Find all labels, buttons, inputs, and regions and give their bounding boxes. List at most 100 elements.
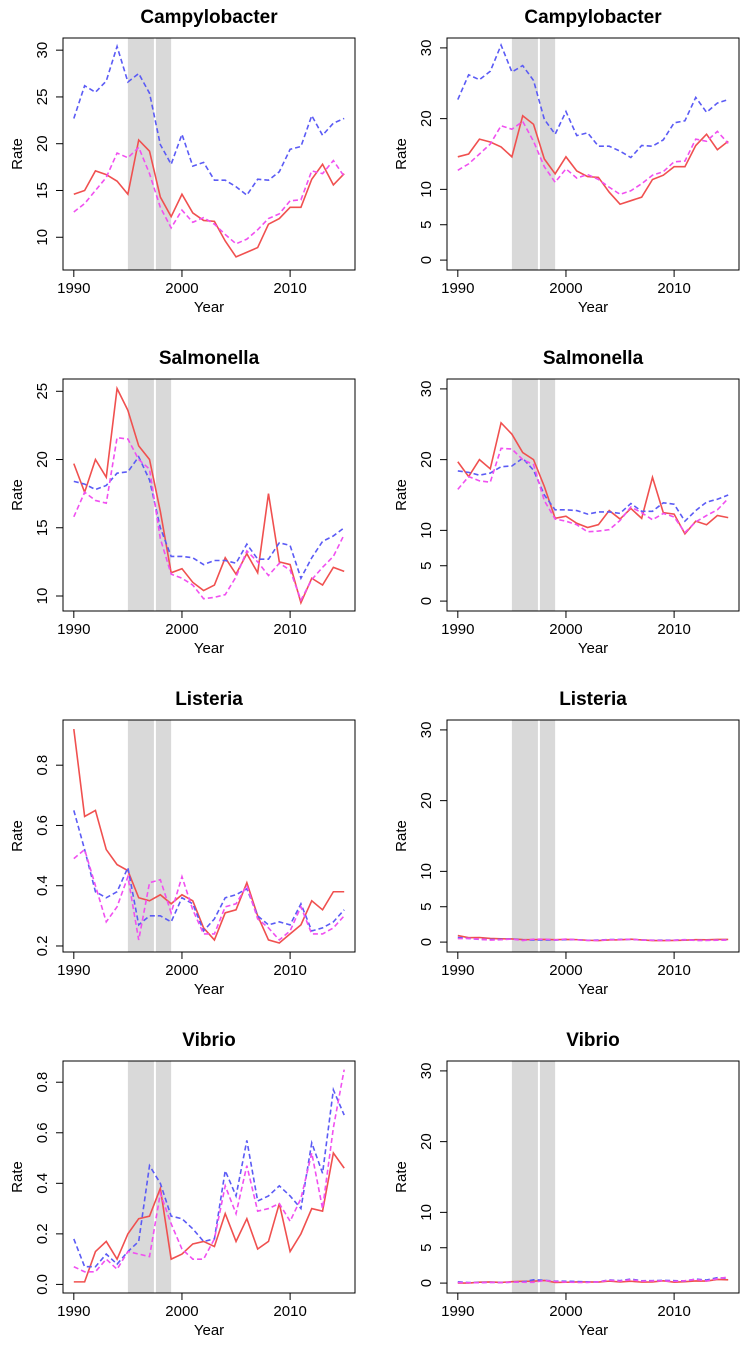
x-tick-label: 1990 (441, 962, 474, 979)
series-line (457, 1276, 729, 1284)
x-tick-label: 2010 (273, 280, 306, 297)
series-line (457, 120, 729, 196)
series-line (73, 848, 345, 942)
y-axis-label: Rate (393, 820, 410, 852)
x-tick-label: 1990 (441, 1303, 474, 1320)
shaded-period (155, 1061, 172, 1293)
series-line (73, 455, 345, 581)
x-axis-label: Year (194, 1322, 224, 1339)
y-tick-label: 20 (418, 792, 435, 809)
x-tick-label: 2000 (549, 280, 582, 297)
series-line (73, 43, 345, 197)
x-axis-label: Year (578, 299, 608, 316)
y-tick-label: 10 (418, 181, 435, 198)
x-tick-label: 1990 (57, 621, 90, 638)
x-axis-label: Year (194, 981, 224, 998)
y-tick-label: 10 (34, 229, 51, 246)
series-line (73, 810, 345, 933)
x-tick-label: 2010 (657, 962, 690, 979)
series-line (457, 447, 729, 534)
panel: 1990 2000 2010 0.2 0.4 0.6 0.8 Listeria Year Rate (9, 689, 356, 998)
series-line (73, 146, 345, 245)
shaded-period (511, 720, 538, 952)
x-tick-label: 2000 (549, 1303, 582, 1320)
x-tick-label: 2000 (165, 621, 198, 638)
x-axis-label: Year (578, 640, 608, 657)
x-tick-label: 2000 (165, 280, 198, 297)
series-line (73, 1086, 345, 1268)
chart-title: Listeria (559, 689, 627, 710)
x-axis-label: Year (578, 981, 608, 998)
y-axis-label: Rate (9, 138, 26, 170)
chart-title: Salmonella (543, 348, 644, 369)
x-tick-label: 2000 (549, 621, 582, 638)
y-axis-label: Rate (393, 1161, 410, 1193)
plot-box (446, 378, 740, 612)
plot-box (446, 1060, 740, 1294)
series-line (457, 1278, 729, 1284)
y-tick-label: 30 (418, 381, 435, 398)
y-tick-label: 0.6 (34, 815, 51, 836)
y-tick-label: 5 (418, 221, 435, 229)
plot-box (446, 37, 740, 271)
y-axis-label: Rate (9, 820, 26, 852)
shaded-period (511, 38, 538, 270)
shaded-period (539, 720, 556, 952)
y-tick-label: 0.2 (34, 936, 51, 957)
y-tick-label: 0 (418, 256, 435, 264)
x-axis-label: Year (578, 1322, 608, 1339)
y-tick-label: 0.8 (34, 755, 51, 776)
plot-box (446, 719, 740, 953)
series-line (73, 138, 345, 258)
y-tick-label: 20 (418, 1133, 435, 1150)
y-tick-label: 10 (418, 863, 435, 880)
series-line (73, 385, 345, 606)
y-tick-label: 0 (418, 938, 435, 946)
shaded-period (127, 1061, 154, 1293)
y-tick-label: 0.8 (34, 1072, 51, 1093)
chart-title: Listeria (175, 689, 243, 710)
y-tick-label: 0.4 (34, 1173, 51, 1194)
y-tick-label: 10 (418, 522, 435, 539)
shaded-period (539, 38, 556, 270)
shaded-period (127, 720, 154, 952)
series-line (457, 457, 729, 523)
chart-title: Salmonella (159, 348, 260, 369)
y-tick-label: 20 (418, 451, 435, 468)
y-tick-label: 0 (418, 597, 435, 605)
y-tick-label: 20 (34, 135, 51, 152)
y-tick-label: 30 (418, 722, 435, 739)
series-line (457, 421, 729, 536)
y-tick-label: 5 (418, 1244, 435, 1252)
x-tick-label: 2000 (549, 962, 582, 979)
shaded-period (539, 1061, 556, 1293)
shaded-period (155, 379, 172, 611)
x-tick-label: 2010 (657, 621, 690, 638)
x-axis-label: Year (194, 640, 224, 657)
x-tick-label: 2000 (165, 1303, 198, 1320)
series-line (73, 1069, 345, 1273)
y-tick-label: 15 (34, 182, 51, 199)
y-tick-label: 5 (418, 903, 435, 911)
x-tick-label: 1990 (441, 621, 474, 638)
y-tick-label: 30 (34, 42, 51, 59)
plot-box (62, 719, 356, 953)
panel: 1990 2000 20101015202530CampylobacterYearR… (9, 7, 356, 316)
series-line (457, 42, 729, 159)
series-line (457, 114, 729, 206)
x-tick-label: 2010 (657, 1303, 690, 1320)
y-tick-label: 30 (418, 40, 435, 57)
panel: 1990 2000 2010 0 5 10 20 30 Vibrio Year Rate (393, 1030, 740, 1339)
x-tick-label: 1990 (57, 280, 90, 297)
y-tick-label: 25 (34, 89, 51, 106)
panel: 1990 2000 2010 0 5 10 20 30 Salmonella Year Rate (393, 348, 740, 657)
series-line (73, 728, 345, 944)
shaded-period (511, 1061, 538, 1293)
y-tick-label: 15 (34, 519, 51, 536)
x-axis-label: Year (194, 299, 224, 316)
y-axis-label: Rate (9, 479, 26, 511)
chart-title: Campylobacter (140, 7, 278, 28)
